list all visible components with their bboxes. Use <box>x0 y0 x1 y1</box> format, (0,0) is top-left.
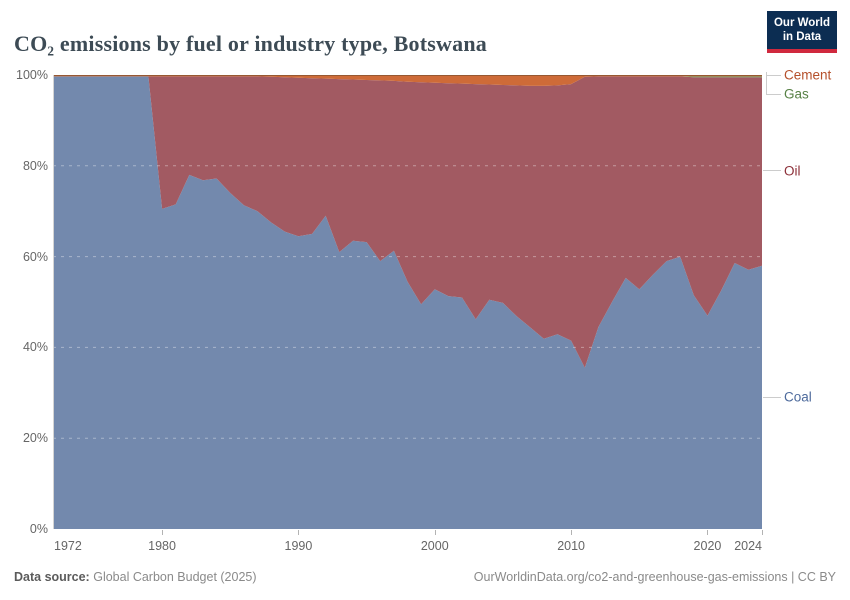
x-tick-label: 2024 <box>734 539 762 553</box>
y-tick-label: 100% <box>16 68 48 82</box>
owid-logo-line2: in Data <box>782 31 822 43</box>
y-tick-label: 80% <box>22 158 48 173</box>
x-tick-mark <box>298 530 300 535</box>
legend-label-oil[interactable]: Oil <box>784 163 801 178</box>
data-source-label: Data source: <box>14 570 90 584</box>
y-tick-label: 40% <box>22 340 48 355</box>
area-coal[interactable] <box>53 76 762 530</box>
legend-connector <box>766 72 767 95</box>
area-cement[interactable] <box>53 75 762 86</box>
legend-label-gas[interactable]: Gas <box>784 86 809 102</box>
y-tick-label: 20% <box>22 431 48 446</box>
page-title: CO₂ emissions by fuel or industry type, … <box>14 30 487 56</box>
x-tick-mark <box>762 530 763 535</box>
x-tick-label: 1972 <box>54 539 82 553</box>
legend-label-coal[interactable]: Coal <box>784 389 812 405</box>
x-tick-label: 2020 <box>693 539 722 553</box>
owid-logo[interactable]: Our World in Data <box>767 11 837 53</box>
owid-logo-line1: Our World <box>773 16 830 29</box>
x-tick-mark <box>571 530 573 535</box>
x-tick-label: 2000 <box>420 539 449 553</box>
y-tick-label: 0% <box>29 522 48 536</box>
x-tick-label: 1980 <box>148 539 176 553</box>
x-tick-label: 1990 <box>284 539 313 553</box>
legend-connector <box>766 74 781 76</box>
data-source-value: Global Carbon Budget (2025) <box>93 570 257 584</box>
legend-connector <box>766 93 781 95</box>
area-oil[interactable] <box>53 76 762 368</box>
data-source-line: Data source: Global Carbon Budget (2025) <box>14 570 257 584</box>
credit-link[interactable]: OurWorldinData.org/co2-and-greenhouse-ga… <box>473 570 836 584</box>
y-tick-label: 60% <box>22 249 48 264</box>
x-tick-mark <box>434 530 436 535</box>
x-tick-mark <box>707 530 709 535</box>
x-tick-label: 2010 <box>557 539 586 553</box>
x-tick-mark <box>162 530 164 535</box>
legend-connector <box>763 170 781 171</box>
stacked-area-chart[interactable] <box>53 75 762 530</box>
legend-connector <box>763 396 781 398</box>
legend-label-cement[interactable]: Cement <box>784 67 832 83</box>
